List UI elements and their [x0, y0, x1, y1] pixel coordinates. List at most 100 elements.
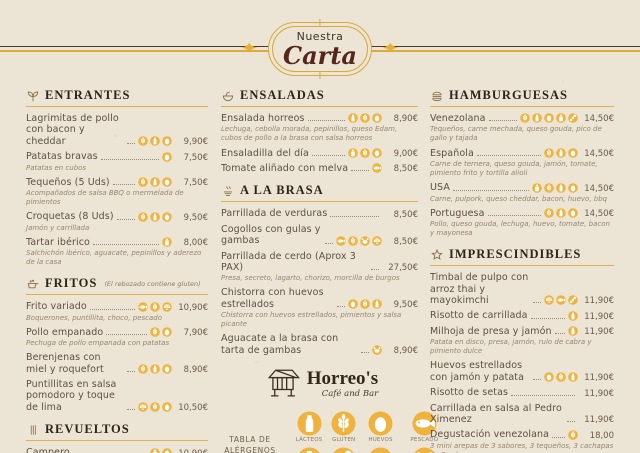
menu-item: USA 14,50€ Carne, pulpork, queso cheddar… [430, 182, 614, 203]
allergen-legend-label: PESCADO [410, 437, 439, 444]
item-allergens [568, 429, 578, 440]
item-name: Berenjenas con miel y roquefort [26, 352, 104, 375]
item-description: 3 mini arepas de 3 sabores, 3 tequeños, … [430, 441, 614, 453]
item-name: Venezolana [430, 113, 486, 124]
item-allergens [532, 182, 578, 193]
dotted-leader [533, 302, 541, 304]
allergen-gluten-icon [150, 402, 160, 413]
menu-item: Timbal de pulpo con arroz thai y mayokim… [430, 272, 614, 306]
item-name: Tartar ibérico [26, 236, 90, 248]
allergen-gluten-icon [520, 113, 530, 124]
item-price: 7,50€ [183, 178, 208, 189]
allergen-legend-moluscos: MOLUSCOS [364, 447, 397, 453]
allergen-lacteos-icon [150, 211, 160, 222]
allergen-gluten-icon [138, 177, 148, 187]
item-name: USA [430, 182, 450, 194]
allergen-moluscos-icon [370, 447, 391, 453]
right-sections: HAMBURGUESAS Venezolana 14,50€ Tequeños,… [430, 88, 614, 453]
menu-item: Carrillada en salsa al Pedro Ximenez 11,… [430, 403, 614, 426]
item-price: 14,50€ [584, 114, 614, 125]
menu-title: Carta [283, 41, 357, 70]
item-description: Carne de ternera, queso gouda, jamón, to… [430, 159, 598, 178]
item-description: Acompañados de salsa BBQ o mermelada de … [26, 189, 184, 207]
item-line: Croquetas (8 Uds) 9,50€ [26, 211, 208, 222]
item-name: Pollo empanado [26, 326, 104, 338]
allergen-lacteos-icon [556, 208, 566, 218]
item-allergens [568, 310, 578, 321]
allergen-legend-soja: SOJA [331, 447, 356, 453]
item-price: 11,90€ [584, 296, 614, 307]
dotted-leader [106, 334, 147, 336]
allergen-gluten-icon [360, 113, 370, 124]
allergen-mostaza-icon [299, 447, 320, 453]
allergen-lacteos-icon [297, 411, 322, 436]
allergen-gluten-icon [138, 136, 148, 146]
section-header: REVUELTOS [26, 422, 208, 437]
dotted-leader [127, 409, 135, 411]
fryer-icon [26, 277, 40, 291]
allergen-lacteos-icon [556, 148, 566, 158]
menu-item: Tequeños (5 Uds) 7,50€ Acompañados de sa… [26, 177, 208, 208]
item-line: Risotto de carrillada 11,90€ [430, 310, 614, 321]
allergen-huevos-icon [372, 113, 382, 124]
allergen-legend-mostaza: MOSTAZA [295, 447, 323, 453]
section-imprescindibles: IMPRESCINDIBLES Timbal de pulpo con arro… [430, 247, 614, 453]
badge-tick [319, 19, 321, 26]
item-description: Patata en disco, presa, jamón, rulo de c… [430, 338, 592, 356]
menu-item: Campero 10,90€ Patatas, chorizo y champi… [26, 447, 208, 453]
menu-item: Española 14,50€ Carne de ternera, queso … [430, 148, 614, 179]
allergen-lacteos-icon [568, 326, 578, 336]
allergen-crustaceos-icon [372, 345, 382, 355]
item-price: 9,50€ [393, 300, 418, 311]
item-price: 7,90€ [183, 328, 208, 339]
item-line: Chistorra con huevos estrellados 9,50€ [221, 287, 418, 310]
section-header: A LA BRASA [221, 183, 418, 198]
item-line: Carrillada en salsa al Pedro Ximenez 11,… [430, 403, 614, 426]
item-line: Timbal de pulpo con arroz thai y mayokim… [430, 272, 614, 306]
sparkle-icon: ✦ [380, 39, 402, 57]
item-line: Tartar ibérico 8,00€ [26, 237, 208, 248]
allergen-legend-huevos: HUEVOS [364, 411, 397, 443]
menu-item: Parrillada de cerdo (Aprox 3 PAX) 27,50€… [221, 251, 418, 284]
allergen-huevos-icon [162, 447, 172, 453]
item-line: Ensalada horreos 8,90€ [221, 113, 418, 124]
item-allergens [150, 447, 172, 453]
title-badge: Nuestra Carta [268, 19, 372, 79]
item-description: Salchichón ibérico, aguacate, pepinillos… [26, 249, 202, 267]
item-price: 8,50€ [393, 236, 418, 247]
allergen-huevos-icon [162, 211, 172, 222]
dotted-leader [92, 244, 159, 246]
allergen-pescado-icon [138, 301, 148, 312]
item-name: Degustación venezolana [430, 429, 550, 441]
column-middle: ENSALADAS Ensalada horreos 8,90€ Lechuga… [221, 88, 438, 453]
item-allergens [162, 237, 172, 247]
section-rule [430, 106, 614, 107]
dotted-leader [330, 215, 379, 217]
item-name: Parrillada de cerdo (Aprox 3 PAX) [221, 250, 356, 273]
allergen-moluscos-icon [372, 235, 382, 246]
dotted-leader [311, 154, 345, 156]
item-price: 9,00€ [393, 148, 418, 159]
item-line: Cogollos con gulas y gambas 8,50€ [221, 224, 418, 247]
item-name: Ensaladilla del día [221, 147, 309, 159]
item-name: Campero [26, 447, 70, 453]
dotted-leader [530, 317, 565, 319]
allergen-gluten-icon [360, 299, 370, 309]
allergen-huevos-icon [568, 148, 578, 158]
column-right: HAMBURGUESAS Venezolana 14,50€ Tequeños,… [430, 88, 614, 453]
item-description: Jamón y carrillada [26, 223, 90, 232]
item-line: Ensaladilla del día 9,00€ [221, 148, 418, 159]
allergen-legend-label: HUEVOS [368, 437, 393, 444]
menu-item: Portuguesa 14,50€ Pollo, queso gouda, le… [430, 208, 614, 239]
item-allergens [544, 372, 578, 382]
section-header: HAMBURGUESAS [430, 88, 614, 103]
item-name: Patatas bravas [26, 151, 98, 163]
item-allergens [372, 163, 382, 174]
horreo-granary-icon [261, 365, 305, 403]
section-title: A LA BRASA [240, 183, 324, 198]
dotted-leader [511, 394, 575, 396]
item-description: Chistorra con huevos estrellados, pimien… [221, 311, 402, 329]
allergen-mostaza-icon [348, 148, 358, 158]
item-line: Tomate aliñado con melva 8,50€ [221, 163, 418, 174]
item-name: Española [430, 147, 474, 159]
